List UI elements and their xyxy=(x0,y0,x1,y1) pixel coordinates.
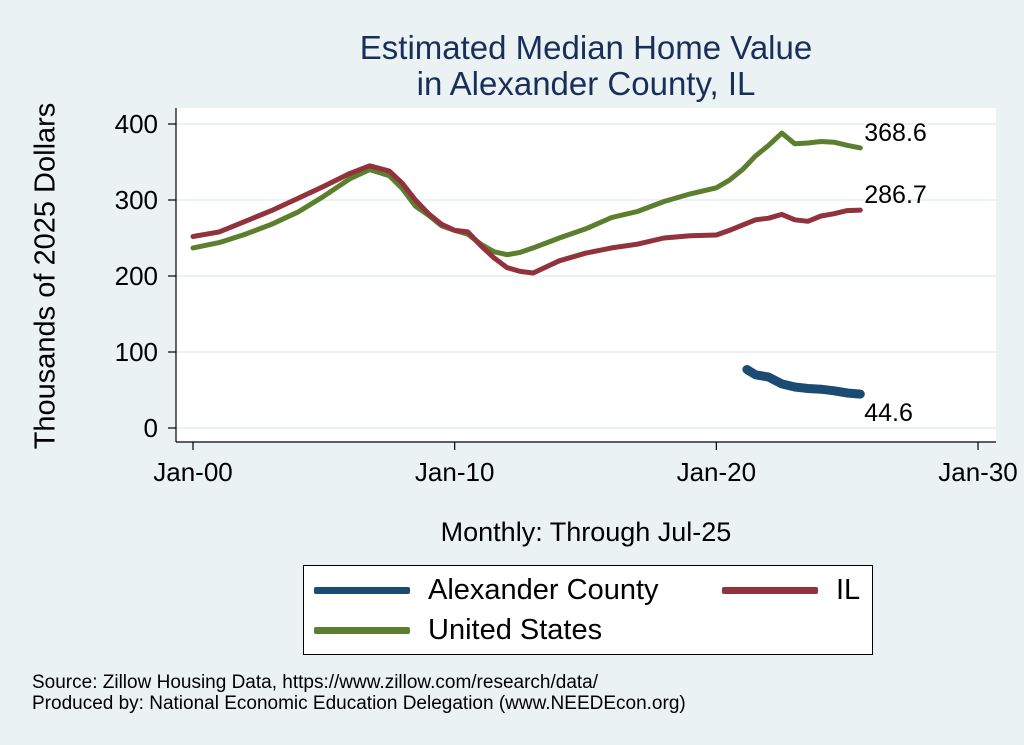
x-tick-label-0: Jan-00 xyxy=(153,457,233,487)
series-line-il xyxy=(190,163,863,276)
end-label-united-states: 368.6 xyxy=(864,119,927,147)
chart-title-line-2: in Alexander County, IL xyxy=(416,65,756,102)
x-tick-label-3: Jan-30 xyxy=(938,457,1018,487)
end-label-il: 286.7 xyxy=(864,181,927,209)
x-tick-label-1: Jan-10 xyxy=(415,457,495,487)
legend: Alexander County IL United States xyxy=(303,565,873,655)
plot-area xyxy=(176,108,996,442)
producer-note: Produced by: National Economic Education… xyxy=(32,693,686,714)
y-tick-label-200: 200 xyxy=(115,261,158,291)
y-axis-label: Thousands of 2025 Dollars xyxy=(29,102,62,450)
x-axis-label: Monthly: Through Jul-25 xyxy=(440,517,732,547)
chart-title-line-1: Estimated Median Home Value xyxy=(359,29,813,66)
series-line-alexander-county xyxy=(742,365,865,399)
x-tick-label-2: Jan-20 xyxy=(677,457,757,487)
source-note: Source: Zillow Housing Data, https://www… xyxy=(32,672,599,693)
legend-item-united-states: United States xyxy=(314,614,602,647)
legend-label-united-states: United States xyxy=(428,614,603,646)
legend-item-il: IL xyxy=(722,574,860,607)
y-tick-label-100: 100 xyxy=(115,337,158,367)
legend-swatch-united-states xyxy=(314,627,410,634)
y-tick-label-400: 400 xyxy=(115,109,158,139)
legend-label-alexander-county: Alexander County xyxy=(428,574,659,606)
y-tick-label-300: 300 xyxy=(115,185,158,215)
y-tick-label-0: 0 xyxy=(144,413,158,443)
legend-item-alexander-county: Alexander County xyxy=(314,574,659,607)
series-line-united-states xyxy=(190,130,863,258)
legend-label-il: IL xyxy=(836,574,861,606)
legend-swatch-alexander-county xyxy=(314,587,410,594)
legend-swatch-il xyxy=(722,587,818,594)
end-label-alexander-county: 44.6 xyxy=(864,399,913,427)
